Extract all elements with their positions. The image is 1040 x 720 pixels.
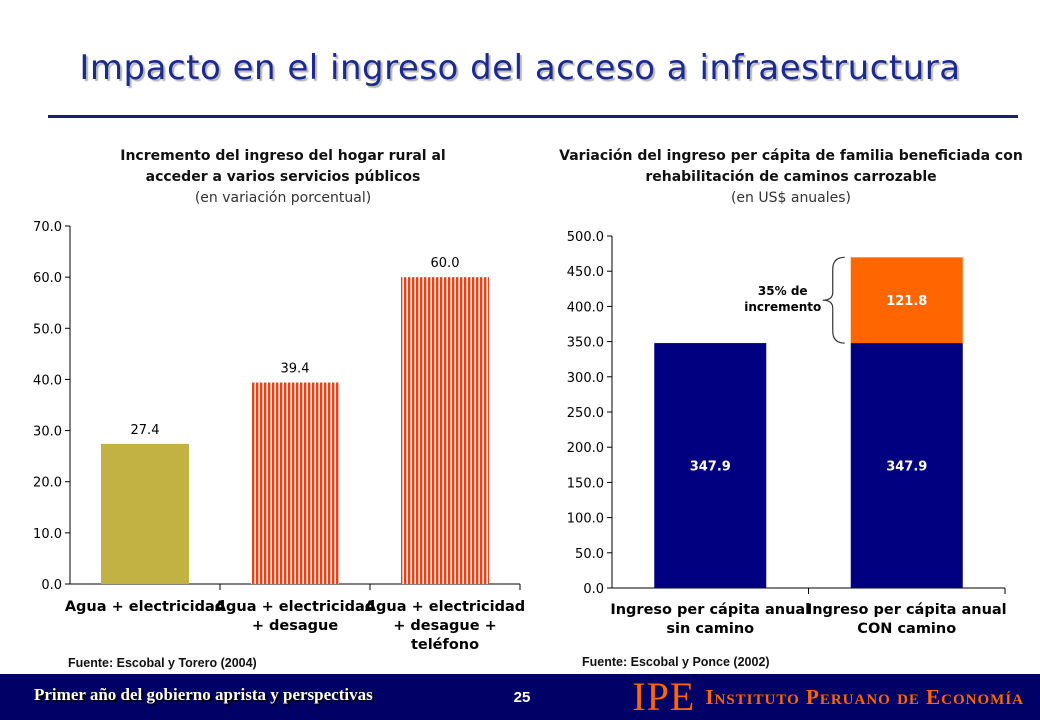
right-bar-value-label: 121.8 xyxy=(886,294,927,309)
right-category-label: Ingreso per cápita anual xyxy=(807,602,1007,618)
increment-annotation: 35% de xyxy=(758,284,808,298)
right-category-label: CON camino xyxy=(857,621,956,637)
right-y-tick-label: 250.0 xyxy=(567,406,604,421)
right-bar-value-label: 347.9 xyxy=(886,460,927,475)
right-y-tick-label: 350.0 xyxy=(567,336,604,351)
left-y-tick-label: 70.0 xyxy=(33,220,62,235)
footer-bar: Primer año del gobierno aprista y perspe… xyxy=(0,674,1040,720)
right-category-label: Ingreso per cápita anual xyxy=(610,602,810,618)
right-y-tick-label: 200.0 xyxy=(567,441,604,456)
right-chart-title: Variación del ingreso per cápita de fami… xyxy=(559,148,1023,185)
footer-presentation-title: Primer año del gobierno aprista y perspe… xyxy=(34,685,373,704)
left-y-tick-label: 20.0 xyxy=(33,476,62,491)
increment-annotation: incremento xyxy=(744,300,821,314)
left-chart-source: Fuente: Escobal y Torero (2004) xyxy=(68,656,257,670)
right-y-tick-label: 300.0 xyxy=(567,371,604,386)
slide-title: Impacto en el ingreso del acceso a infra… xyxy=(79,48,961,88)
left-bar xyxy=(401,277,489,584)
right-bar-segment xyxy=(850,257,963,344)
left-y-tick-label: 60.0 xyxy=(33,271,62,286)
left-category-label: teléfono xyxy=(411,637,479,653)
left-category-label: Agua + electricidad xyxy=(365,599,525,615)
right-bar-segment xyxy=(850,343,963,588)
right-y-tick-label: 100.0 xyxy=(567,512,604,527)
right-bar-value-label: 347.9 xyxy=(690,460,731,475)
left-y-tick-label: 10.0 xyxy=(33,527,62,542)
left-chart-title: Incremento del ingreso del hogar rural a… xyxy=(120,148,446,185)
left-category-label: + desague + xyxy=(393,618,497,634)
left-category-label: + desague xyxy=(252,618,339,634)
left-y-tick-label: 50.0 xyxy=(33,322,62,337)
right-y-tick-label: 150.0 xyxy=(567,476,604,491)
ipe-logo: IPE xyxy=(632,674,696,719)
left-bar xyxy=(251,382,339,584)
left-y-tick-label: 40.0 xyxy=(33,373,62,388)
right-chart-header: Variación del ingreso per cápita de fami… xyxy=(556,146,1026,209)
left-y-tick-label: 30.0 xyxy=(33,425,62,440)
right-y-tick-label: 50.0 xyxy=(575,547,604,562)
left-bar-value-label: 60.0 xyxy=(431,256,460,271)
ipe-brand-name: Instituto Peruano de Economía xyxy=(705,684,1024,709)
left-chart-header: Incremento del ingreso del hogar rural a… xyxy=(88,146,478,209)
right-bar-segment xyxy=(654,343,767,588)
left-category-label: Agua + electricidad xyxy=(215,599,375,615)
right-chart-source: Fuente: Escobal y Ponce (2002) xyxy=(582,655,770,669)
left-chart-subtitle: (en variación porcentual) xyxy=(194,190,372,206)
left-bar xyxy=(101,443,189,584)
left-bar-value-label: 27.4 xyxy=(131,423,160,438)
right-chart-subtitle: (en US$ anuales) xyxy=(730,190,852,206)
left-y-tick-label: 0.0 xyxy=(41,578,62,593)
title-divider xyxy=(48,115,1018,118)
page-number: 25 xyxy=(513,689,531,706)
right-y-tick-label: 500.0 xyxy=(567,230,604,245)
right-y-tick-label: 400.0 xyxy=(567,300,604,315)
right-y-tick-label: 0.0 xyxy=(583,582,604,597)
right-category-label: sin camino xyxy=(666,621,754,637)
left-category-label: Agua + electricidad xyxy=(65,599,225,615)
right-y-tick-label: 450.0 xyxy=(567,265,604,280)
increment-brace xyxy=(822,256,845,344)
left-bar-value-label: 39.4 xyxy=(281,361,310,376)
ipe-brand: IPE Instituto Peruano de Economía xyxy=(632,674,1024,720)
